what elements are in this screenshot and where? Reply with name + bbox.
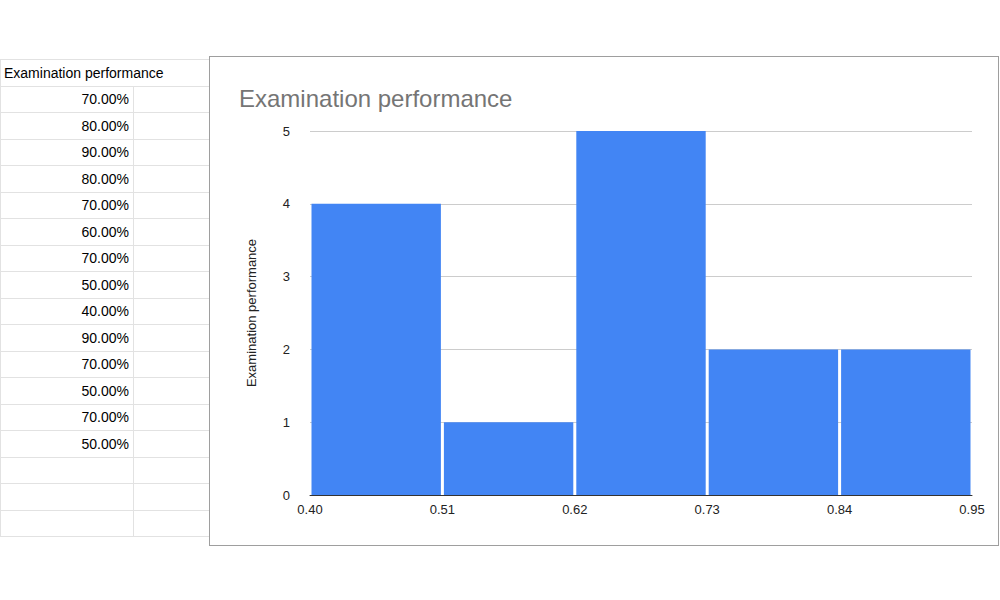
html-text:80.00%: 80.00% [81,117,129,134]
html-text:40.00%: 40.00% [81,303,129,320]
svg-text:0.95: 0.95 [959,502,984,517]
svg-text:0.62: 0.62 [562,502,587,517]
html-text:Examination performance: Examination performance [4,64,164,81]
html-text:80.00%: 80.00% [81,170,129,187]
html-text:50.00%: 50.00% [81,382,129,399]
html-text:70.00%: 70.00% [81,356,129,373]
svg-text:4: 4 [283,196,290,211]
html-text:70.00%: 70.00% [81,91,129,108]
html-text:70.00%: 70.00% [81,409,129,426]
html-text:70.00%: 70.00% [81,197,129,214]
html-text:90.00%: 90.00% [81,329,129,346]
html-text:50.00%: 50.00% [81,276,129,293]
svg-text:Examination performance: Examination performance [239,85,512,112]
html-text:90.00%: 90.00% [81,144,129,161]
svg-text:2: 2 [283,342,290,357]
html-text:50.00%: 50.00% [81,435,129,452]
svg-text:5: 5 [283,124,290,139]
svg-text:Examination performance: Examination performance [244,239,259,387]
svg-text:3: 3 [283,269,290,284]
svg-text:1: 1 [283,415,290,430]
svg-text:0.40: 0.40 [297,502,322,517]
svg-text:0: 0 [283,488,290,503]
svg-text:0.84: 0.84 [827,502,852,517]
svg-text:0.51: 0.51 [430,502,455,517]
html-text:70.00%: 70.00% [81,250,129,267]
html-text:60.00%: 60.00% [81,223,129,240]
svg-text:0.73: 0.73 [695,502,720,517]
